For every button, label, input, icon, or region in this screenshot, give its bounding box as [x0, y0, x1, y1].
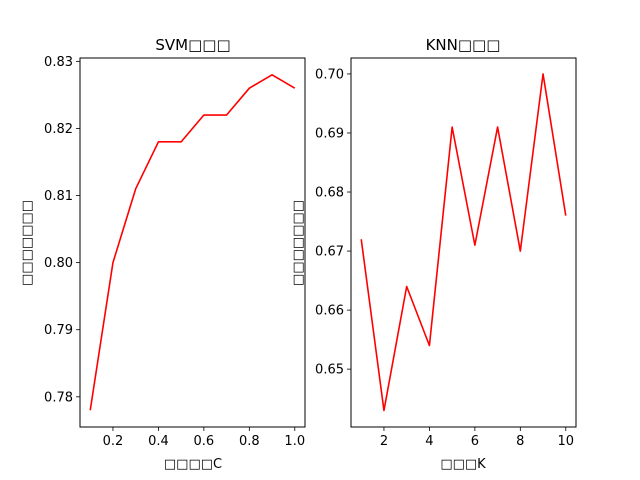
- svm-x-axis-label: □□□□C: [164, 457, 222, 472]
- knn-y-axis-label: □□□□□□□: [291, 200, 306, 286]
- svm-x-tick-label: 0.8: [239, 434, 260, 449]
- svm-x-tick-label: 0.2: [103, 434, 124, 449]
- svm-y-tick-label: 0.78: [44, 390, 73, 405]
- knn-y-tick-label: 0.68: [315, 186, 344, 201]
- knn-x-axis-label: □□□K: [440, 457, 486, 472]
- knn-chart-title: KNN□□□: [426, 36, 501, 54]
- svm-chart-title: SVM□□□: [155, 36, 230, 54]
- svm-y-tick-label: 0.79: [44, 323, 73, 338]
- knn-y-tick-label: 0.69: [315, 126, 344, 141]
- svm-y-tick-label: 0.80: [44, 256, 73, 271]
- knn-axes-frame: [350, 57, 577, 428]
- knn-y-tick-label: 0.67: [315, 245, 344, 260]
- svm-subplot: SVM□□□ 0.2 0.4 0.6 0.8 1.00.780.790.800.810.…: [20, 36, 306, 472]
- svm-y-tick-label: 0.83: [44, 55, 73, 70]
- svm-plot-area: 0.2 0.4 0.6 0.8 1.0 0.78 0.79 0.80 0.81 0.82 0.83: [44, 55, 305, 449]
- svm-y-axis-label: □□□□□□□: [20, 200, 35, 286]
- knn-x-tick-label: 6: [471, 434, 479, 449]
- knn-y-tick-label: 0.66: [315, 304, 344, 319]
- knn-y-tick-label: 0.70: [315, 67, 344, 82]
- knn-x-tick-label: 2: [380, 434, 388, 449]
- svm-x-tick-label: 0.6: [194, 434, 215, 449]
- knn-plot-area: 2 4 6 8 10 0.65 0.66 0.67 0.68 0.69 0.70: [315, 67, 574, 449]
- svm-x-tick-label: 0.4: [148, 434, 169, 449]
- knn-x-tick-label: 8: [516, 434, 524, 449]
- svm-y-tick-label: 0.82: [44, 122, 73, 137]
- knn-y-tick-label: 0.65: [315, 363, 344, 378]
- knn-subplot: KNN□□□ 2 4 6 8 10 0.65 0.66 0.67 0.68 0.69 0.70 □□…: [291, 36, 577, 472]
- knn-x-tick-label: 4: [425, 434, 433, 449]
- svm-x-tick-label: 1.0: [284, 434, 305, 449]
- svm-axes-frame: [79, 57, 306, 428]
- knn-x-tick-label: 10: [557, 434, 574, 449]
- knn-series-line: [360, 73, 567, 412]
- svm-series-line: [89, 73, 296, 411]
- svm-y-tick-label: 0.81: [44, 189, 73, 204]
